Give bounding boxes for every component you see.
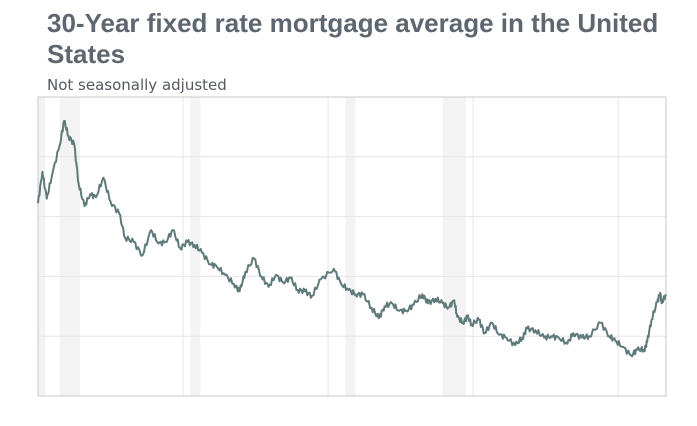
series-layer	[37, 119, 667, 358]
recession-band	[59, 97, 81, 396]
recession-band	[442, 97, 466, 396]
recession-bands	[38, 97, 466, 396]
plot-frame	[37, 96, 667, 397]
recession-band	[345, 97, 356, 396]
recession-band	[38, 97, 46, 396]
chart-title: 30-Year fixed rate mortgage average in t…	[47, 8, 659, 69]
chart-subtitle: Not seasonally adjusted	[47, 76, 227, 94]
series-line	[37, 119, 667, 358]
